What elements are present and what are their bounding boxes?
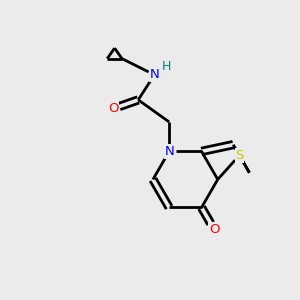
Text: N: N	[149, 68, 159, 81]
Text: H: H	[162, 60, 172, 73]
Text: S: S	[235, 149, 244, 162]
Text: N: N	[164, 145, 174, 158]
Text: O: O	[108, 102, 119, 115]
Text: O: O	[209, 223, 219, 236]
